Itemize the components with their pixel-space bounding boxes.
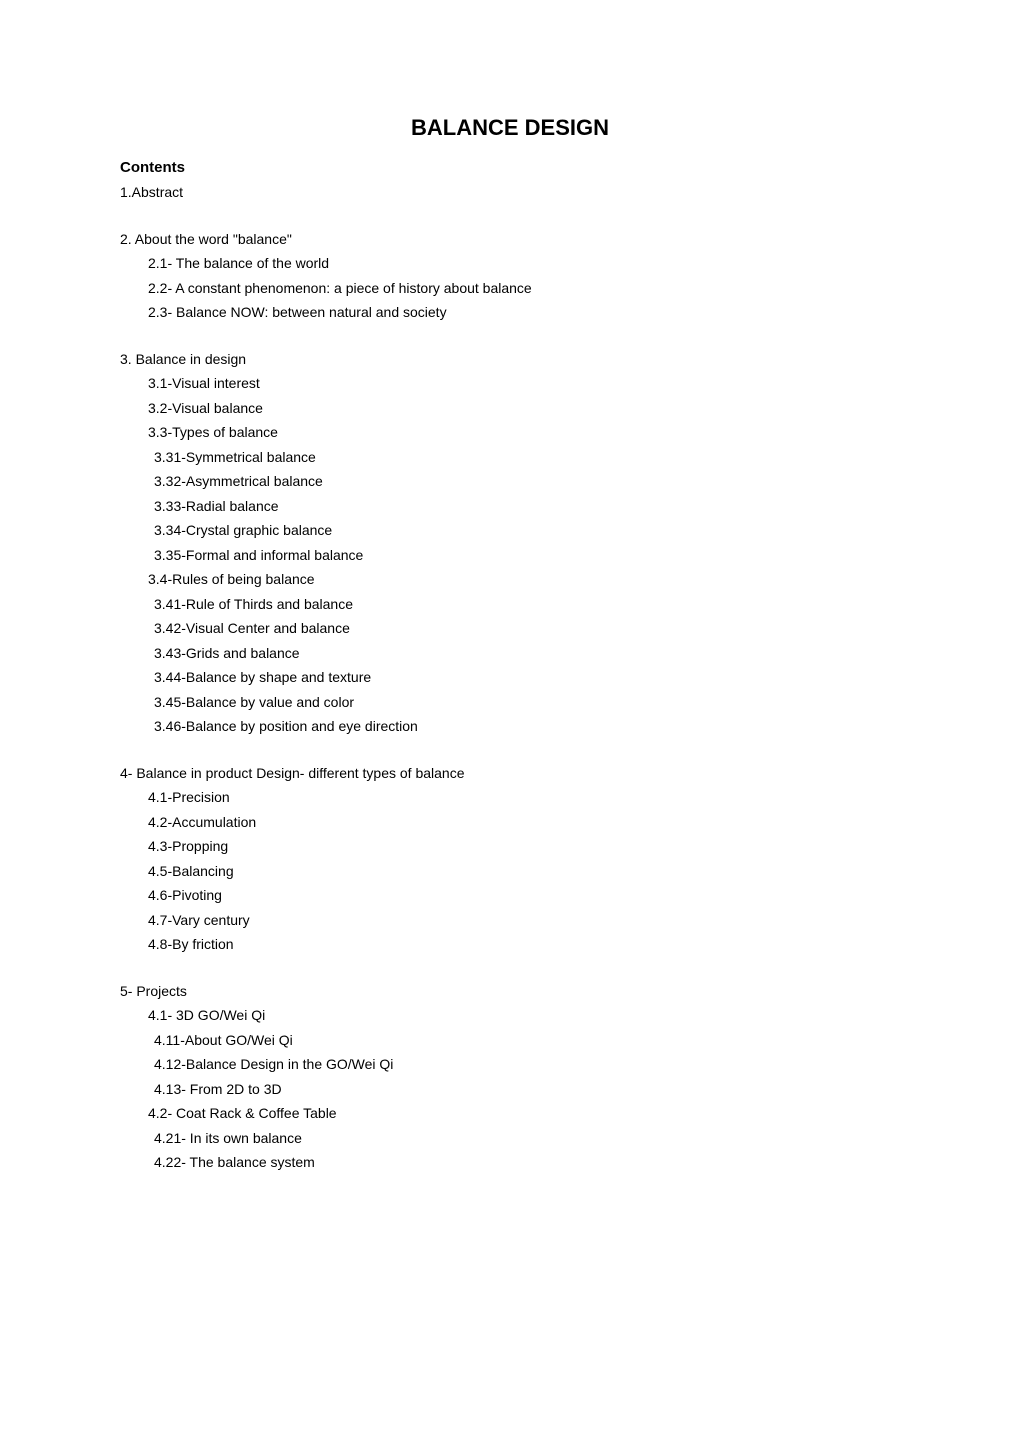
toc-line: 3. Balance in design bbox=[120, 347, 900, 372]
toc-spacer bbox=[120, 325, 900, 347]
toc-line: 3.43-Grids and balance bbox=[120, 641, 900, 666]
toc-line: 4.13- From 2D to 3D bbox=[120, 1077, 900, 1102]
contents-heading: Contents bbox=[120, 159, 900, 176]
toc-spacer bbox=[120, 205, 900, 227]
toc-line: 4.21- In its own balance bbox=[120, 1126, 900, 1151]
toc-line: 3.34-Crystal graphic balance bbox=[120, 518, 900, 543]
document-title: BALANCE DESIGN bbox=[120, 115, 900, 141]
toc-line: 3.44-Balance by shape and texture bbox=[120, 665, 900, 690]
toc-line: 4.2- Coat Rack & Coffee Table bbox=[120, 1101, 900, 1126]
toc-line: 4.12-Balance Design in the GO/Wei Qi bbox=[120, 1052, 900, 1077]
toc-line: 4.1-Precision bbox=[120, 785, 900, 810]
toc-line: 4.7-Vary century bbox=[120, 908, 900, 933]
toc-line: 4.6-Pivoting bbox=[120, 883, 900, 908]
toc-line: 3.4-Rules of being balance bbox=[120, 567, 900, 592]
toc-line: 2.1- The balance of the world bbox=[120, 251, 900, 276]
toc-line: 4- Balance in product Design- different … bbox=[120, 761, 900, 786]
toc-spacer bbox=[120, 739, 900, 761]
toc-line: 3.33-Radial balance bbox=[120, 494, 900, 519]
toc-line: 4.3-Propping bbox=[120, 834, 900, 859]
toc-line: 5- Projects bbox=[120, 979, 900, 1004]
toc-line: 3.45-Balance by value and color bbox=[120, 690, 900, 715]
toc-line: 4.2-Accumulation bbox=[120, 810, 900, 835]
toc-line: 4.8-By friction bbox=[120, 932, 900, 957]
toc-line: 4.1- 3D GO/Wei Qi bbox=[120, 1003, 900, 1028]
toc-line: 3.46-Balance by position and eye directi… bbox=[120, 714, 900, 739]
toc-line: 4.22- The balance system bbox=[120, 1150, 900, 1175]
toc-container: 1.Abstract 2. About the word "balance"2.1… bbox=[120, 180, 900, 1175]
toc-line: 1.Abstract bbox=[120, 180, 900, 205]
toc-line: 3.1-Visual interest bbox=[120, 371, 900, 396]
toc-line: 3.3-Types of balance bbox=[120, 420, 900, 445]
toc-line: 3.35-Formal and informal balance bbox=[120, 543, 900, 568]
toc-spacer bbox=[120, 957, 900, 979]
toc-line: 4.11-About GO/Wei Qi bbox=[120, 1028, 900, 1053]
toc-line: 3.2-Visual balance bbox=[120, 396, 900, 421]
toc-line: 2. About the word "balance" bbox=[120, 227, 900, 252]
toc-line: 2.3- Balance NOW: between natural and so… bbox=[120, 300, 900, 325]
toc-line: 2.2- A constant phenomenon: a piece of h… bbox=[120, 276, 900, 301]
toc-line: 3.42-Visual Center and balance bbox=[120, 616, 900, 641]
document-page: BALANCE DESIGN Contents 1.Abstract 2. Abo… bbox=[0, 0, 1020, 1235]
toc-line: 3.32-Asymmetrical balance bbox=[120, 469, 900, 494]
toc-line: 3.31-Symmetrical balance bbox=[120, 445, 900, 470]
toc-line: 4.5-Balancing bbox=[120, 859, 900, 884]
toc-line: 3.41-Rule of Thirds and balance bbox=[120, 592, 900, 617]
